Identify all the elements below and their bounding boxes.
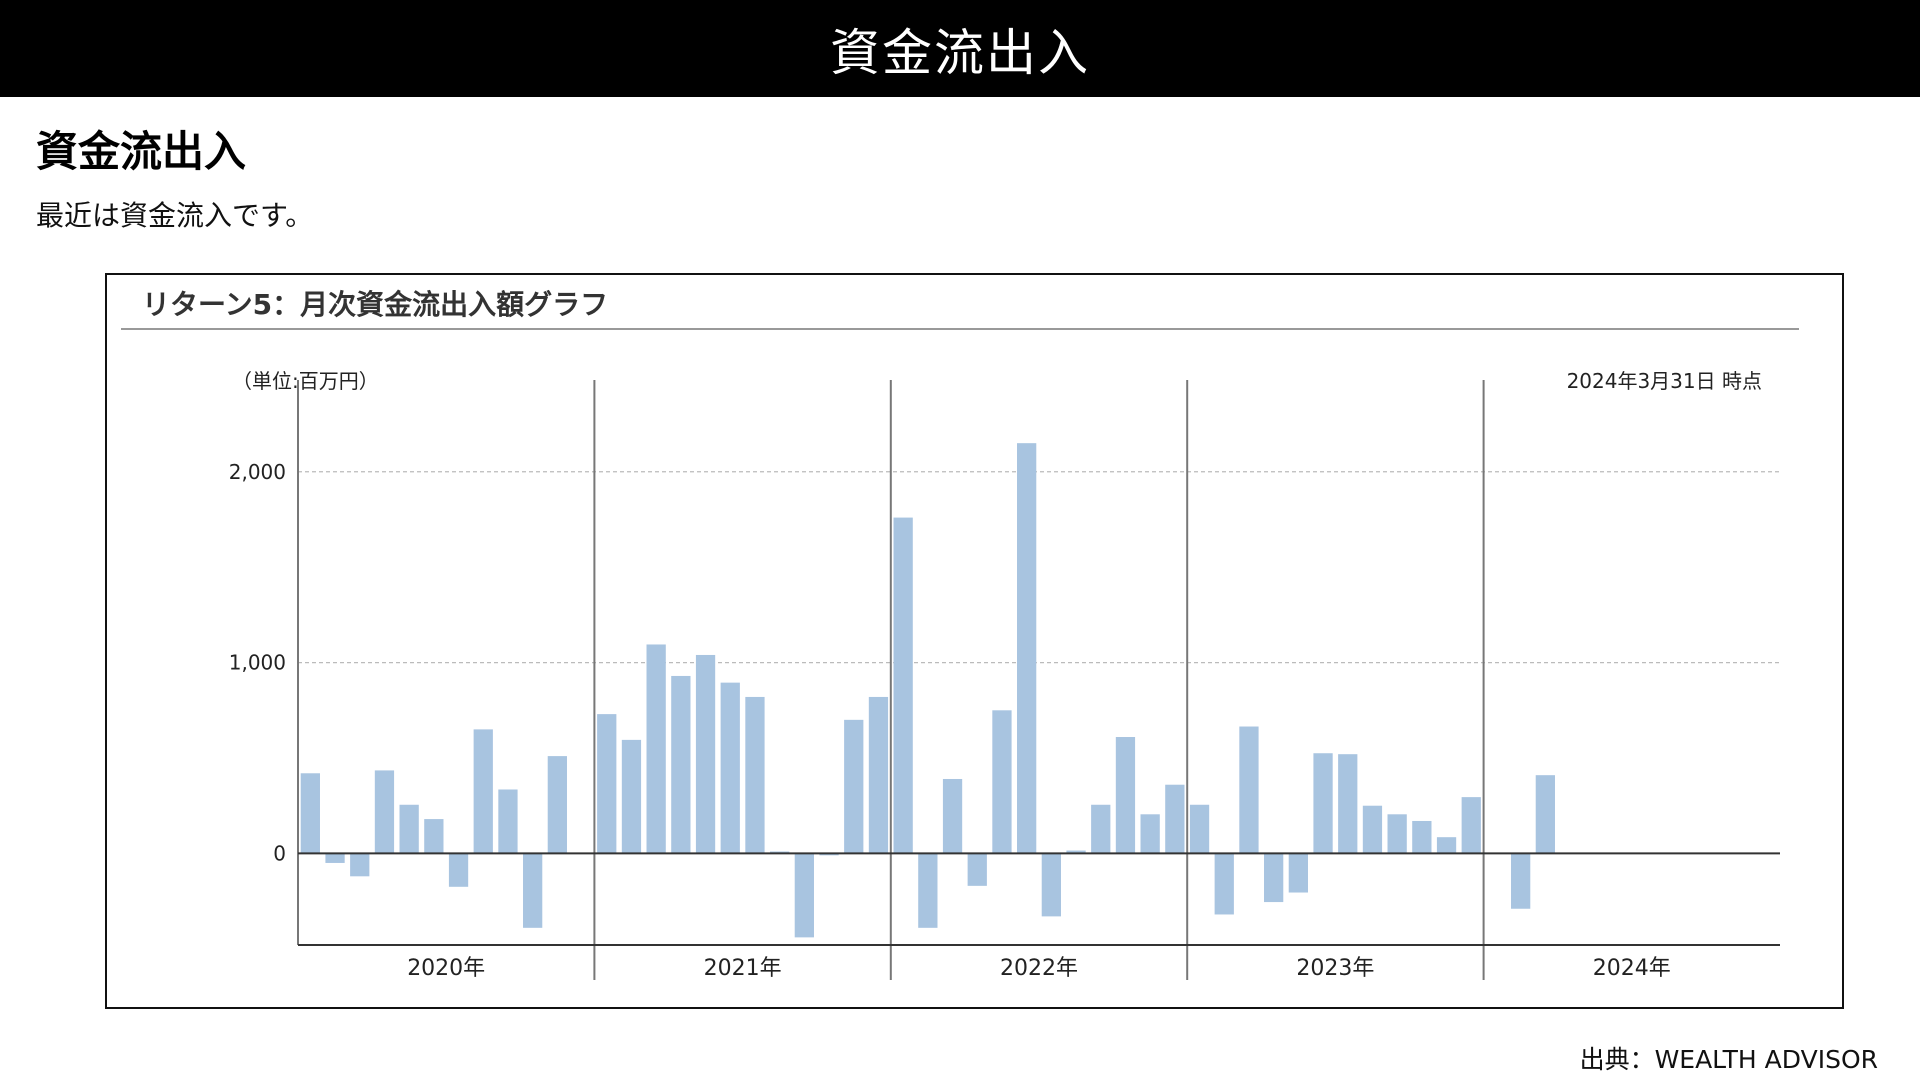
bar (1338, 754, 1358, 854)
bar (597, 714, 617, 854)
bar (695, 654, 716, 854)
bar (473, 729, 493, 854)
source-credit: 出典：WEALTH ADVISOR (1579, 1045, 1878, 1074)
bar (967, 853, 987, 886)
bar (1239, 726, 1259, 854)
bar (1313, 753, 1333, 854)
bar (399, 804, 419, 854)
bar (498, 789, 518, 854)
section-description: 最近は資金流入です。 (36, 199, 314, 232)
bar (1189, 804, 1210, 854)
as-of-date: 2024年3月31日 時点 (1566, 369, 1762, 393)
chart-title-divider (121, 328, 1799, 330)
bar (1115, 737, 1136, 854)
bar (893, 517, 913, 854)
header-bar: 資金流出入 (0, 0, 1920, 97)
bar (918, 853, 938, 928)
bar (1066, 850, 1086, 854)
bar (1535, 775, 1555, 854)
bar (374, 770, 395, 854)
bar (350, 853, 370, 877)
y-tick-label: 0 (273, 841, 286, 865)
bar (325, 853, 345, 863)
bar (1288, 853, 1308, 893)
bar (1461, 797, 1481, 854)
bar (621, 739, 642, 854)
bar (745, 696, 765, 854)
chart-title: リターン5：月次資金流出入額グラフ (142, 288, 609, 321)
x-year-label: 2023年 (1296, 956, 1374, 981)
bar (1412, 820, 1432, 854)
bar (992, 710, 1012, 854)
bar (448, 853, 469, 887)
bar (424, 819, 444, 854)
x-year-label: 2020年 (407, 956, 485, 981)
bar (1091, 804, 1111, 854)
y-tick-label: 1,000 (229, 651, 286, 675)
bar (794, 853, 814, 938)
x-year-label: 2022年 (1000, 956, 1078, 981)
bar (1165, 784, 1185, 854)
bar (1362, 805, 1383, 854)
unit-label: （単位:百万円） (232, 369, 379, 393)
x-year-label: 2021年 (704, 956, 782, 981)
bar (523, 853, 543, 928)
bar (1140, 814, 1160, 854)
bar-chart: 0 1,000 2,000 2020年 2021年 2022年 2023年 2024年 (229, 380, 1780, 981)
bar (671, 675, 691, 854)
bar (1436, 837, 1457, 854)
bar (844, 719, 864, 854)
bar (1387, 814, 1407, 854)
bar (942, 778, 963, 854)
bar (1017, 443, 1037, 854)
bar (547, 756, 567, 854)
chart-frame: リターン5：月次資金流出入額グラフ （単位:百万円） 2024年3月31日 時点… (105, 273, 1844, 1009)
header-title: 資金流出入 (830, 23, 1090, 82)
bar (1264, 853, 1284, 903)
bar (300, 773, 320, 854)
bar (1041, 853, 1061, 917)
y-tick-label: 2,000 (229, 460, 286, 484)
bar (868, 696, 889, 854)
bar (720, 682, 740, 854)
section-title: 資金流出入 (36, 127, 247, 176)
bar (1511, 853, 1531, 909)
bar (646, 644, 666, 854)
x-year-label: 2024年 (1593, 956, 1671, 981)
bar (1214, 853, 1234, 915)
